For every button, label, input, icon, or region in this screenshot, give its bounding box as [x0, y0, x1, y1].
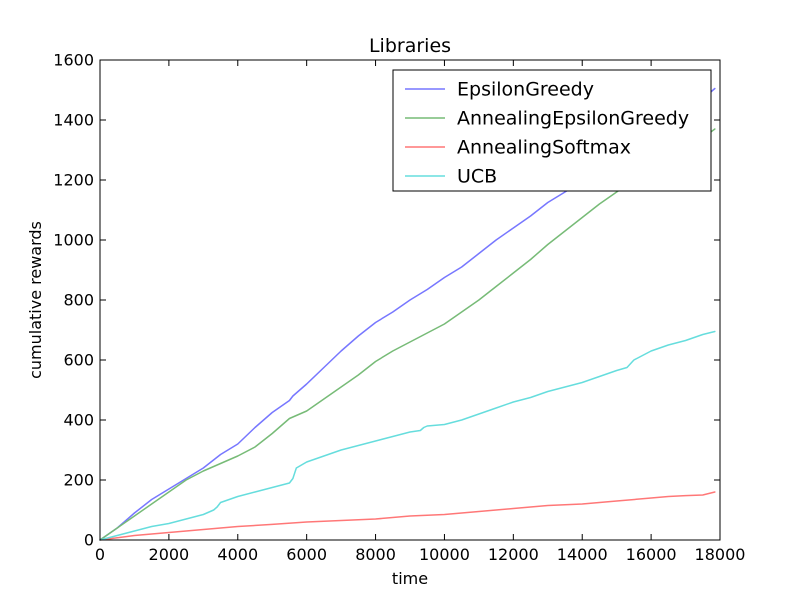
chart-title: Libraries	[369, 35, 451, 57]
legend: EpsilonGreedy AnnealingEpsilonGreedy Annea…	[392, 69, 712, 192]
x-tick-label: 14000	[557, 545, 608, 564]
x-tick-label: 6000	[286, 545, 327, 564]
y-tick-label: 1600	[53, 51, 94, 70]
x-tick-label: 16000	[626, 545, 677, 564]
series-line-ucb	[99, 330, 716, 541]
x-tick-label: 8000	[355, 545, 396, 564]
series-line-annealing-softmax	[99, 491, 716, 541]
x-tick-label: 12000	[488, 545, 539, 564]
x-tick-label: 10000	[419, 545, 470, 564]
series-line-annealing-epsilon-greedy	[99, 128, 716, 541]
legend-label: UCB	[457, 166, 497, 188]
y-axis-ticks: 0 200 400 600 800 1000 1200 1400 1600	[53, 51, 720, 550]
legend-box	[392, 69, 712, 192]
legend-item-annealing-epsilon-greedy: AnnealingEpsilonGreedy	[405, 108, 689, 130]
x-tick-label: 18000	[695, 545, 746, 564]
y-axis-title: cumulative rewards	[26, 221, 45, 379]
legend-items: EpsilonGreedy AnnealingEpsilonGreedy Annea…	[405, 79, 689, 188]
x-tick-label: 2000	[149, 545, 190, 564]
legend-item-epsilon-greedy: EpsilonGreedy	[405, 79, 594, 101]
y-tick-label: 0	[84, 531, 94, 550]
x-axis-ticks: 0 2000 4000 6000 8000 10000 12000 14000 16000 180…	[95, 60, 746, 564]
legend-label: EpsilonGreedy	[457, 79, 594, 101]
y-tick-label: 1200	[53, 171, 94, 190]
y-tick-label: 800	[63, 291, 94, 310]
y-tick-label: 1000	[53, 231, 94, 250]
x-tick-label: 4000	[217, 545, 258, 564]
legend-label: AnnealingSoftmax	[457, 137, 631, 159]
y-tick-label: 1400	[53, 111, 94, 130]
y-tick-label: 400	[63, 411, 94, 430]
y-tick-label: 600	[63, 351, 94, 370]
x-axis-title: time	[392, 569, 428, 588]
legend-item-annealing-softmax: AnnealingSoftmax	[405, 137, 631, 159]
legend-item-ucb: UCB	[405, 166, 497, 188]
legend-label: AnnealingEpsilonGreedy	[457, 108, 689, 130]
y-tick-label: 200	[63, 471, 94, 490]
x-tick-label: 0	[95, 545, 105, 564]
